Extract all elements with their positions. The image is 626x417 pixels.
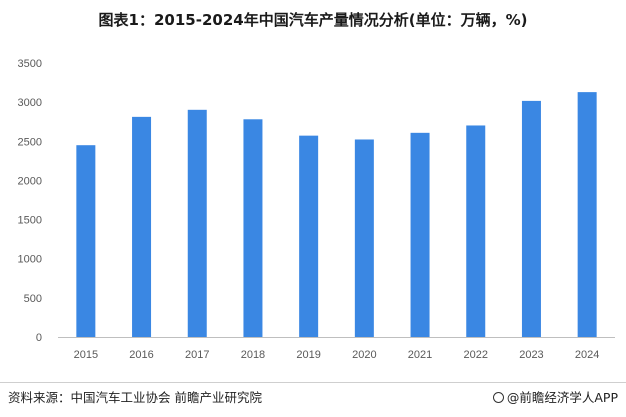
x-tick-label: 2015 (74, 349, 98, 361)
bar-2017 (187, 109, 207, 338)
brand-credit: @前瞻经济学人APP (492, 387, 618, 406)
x-tick-label: 2017 (185, 349, 209, 361)
x-tick-label: 2018 (241, 349, 265, 361)
x-axis: 2015 2016 2017 2018 2019 2020 2021 2022 2023 2024 (74, 349, 600, 361)
bar-2018 (243, 119, 263, 337)
footer-divider (0, 382, 626, 383)
bar-2015 (76, 145, 96, 337)
bar-2020 (354, 139, 374, 337)
x-tick-label: 2022 (464, 349, 488, 361)
x-tick-label: 2023 (519, 349, 543, 361)
bar-series (76, 92, 597, 338)
y-tick-label: 2500 (18, 136, 42, 148)
bar-2021 (410, 132, 430, 337)
y-axis: 0 500 1000 1500 2000 2500 3000 3500 (18, 58, 42, 344)
bar-2023 (521, 100, 541, 337)
x-tick-label: 2016 (129, 349, 153, 361)
y-tick-label: 3500 (18, 58, 42, 70)
x-tick-label: 2021 (408, 349, 432, 361)
y-tick-label: 500 (24, 293, 42, 305)
bar-2019 (299, 135, 319, 337)
brand-circle-icon (492, 392, 504, 403)
y-tick-label: 0 (36, 332, 42, 344)
source-note: 资料来源：中国汽车工业协会 前瞻产业研究院 (8, 390, 262, 405)
brand-label: @前瞻经济学人APP (506, 390, 618, 405)
y-tick-label: 3000 (18, 97, 42, 109)
y-tick-label: 1500 (18, 215, 42, 227)
chart-title: 图表1：2015-2024年中国汽车产量情况分析(单位：万辆，%) (98, 11, 528, 29)
bar-2016 (132, 116, 152, 338)
x-tick-label: 2019 (296, 349, 320, 361)
x-tick-label: 2020 (352, 349, 376, 361)
y-tick-label: 2000 (18, 175, 42, 187)
x-tick-label: 2024 (575, 349, 599, 361)
bar-2024 (577, 92, 597, 337)
bar-2022 (466, 125, 486, 337)
y-tick-label: 1000 (18, 254, 42, 266)
